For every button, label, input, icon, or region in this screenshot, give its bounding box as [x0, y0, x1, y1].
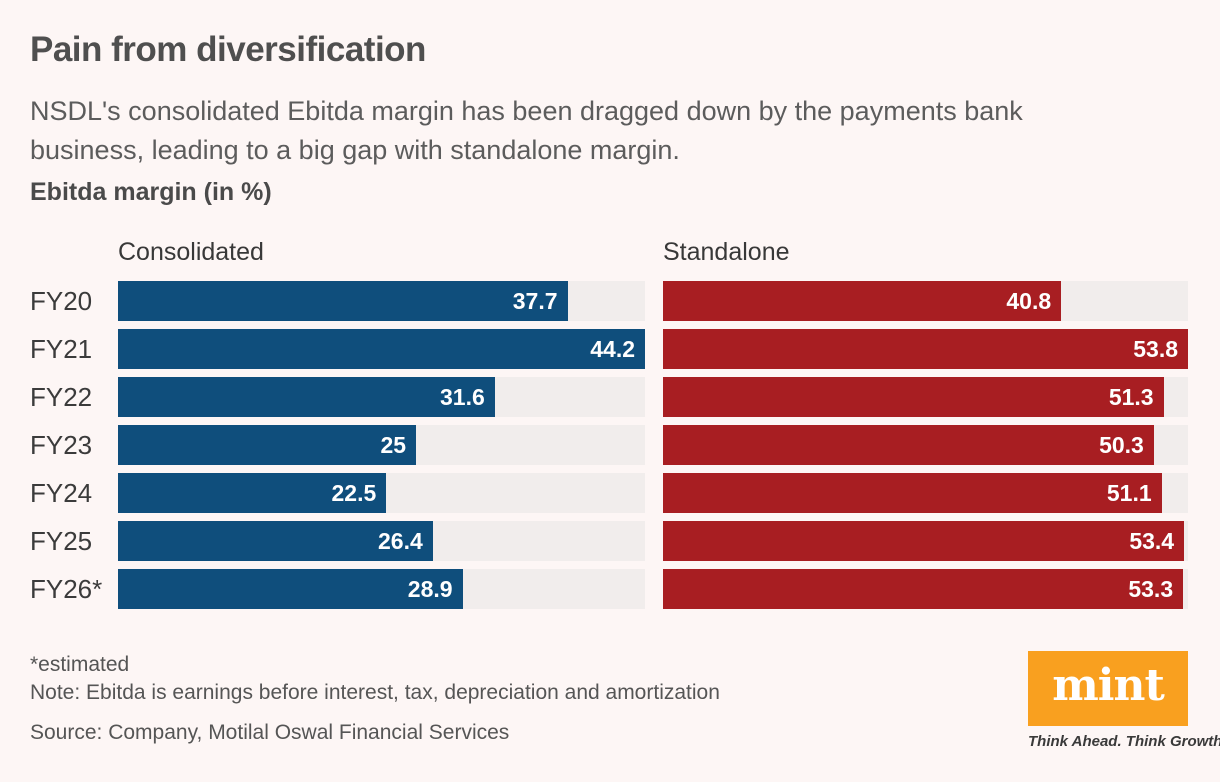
bar-track: 51.1: [663, 473, 1188, 513]
bar-track: 22.5: [118, 473, 645, 513]
bar-value-label: 51.1: [1106, 479, 1152, 506]
bar-track: 53.4: [663, 521, 1188, 561]
page-subtitle: NSDL's consolidated Ebitda margin has be…: [30, 92, 1188, 170]
bar-standalone: 53.8: [663, 329, 1188, 369]
category-label: FY22: [30, 382, 93, 412]
chart-row: FY26* 28.9 53.3: [30, 569, 1188, 609]
chart-row: FY21 44.2 53.8: [30, 329, 1188, 369]
bar-value-label: 40.8: [1006, 287, 1052, 314]
bar-track: 53.8: [663, 329, 1188, 369]
bar-value-label: 44.2: [590, 335, 635, 362]
category-label: FY21: [30, 334, 93, 364]
bar-standalone: 40.8: [663, 281, 1062, 321]
bar-consolidated: 28.9: [118, 569, 463, 609]
bar-value-label: 22.5: [331, 479, 377, 506]
chart-row: FY20 37.7 40.8: [30, 281, 1188, 321]
chart-row: FY23 25 50.3: [30, 425, 1188, 465]
bar-standalone: 53.4: [663, 521, 1185, 561]
chart-metric-label: Ebitda margin (in %): [30, 178, 272, 206]
bar-value-label: 50.3: [1099, 431, 1144, 458]
bar-consolidated: 37.7: [118, 281, 568, 321]
bar-value-label: 53.8: [1133, 335, 1178, 362]
bar-track: 44.2: [118, 329, 645, 369]
bar-value-label: 53.3: [1128, 575, 1174, 602]
bar-chart: Consolidated Standalone FY20 37.7 40.8 FY21…: [30, 239, 1188, 609]
bar-track: 28.9: [118, 569, 645, 609]
bar-consolidated: 31.6: [118, 377, 495, 417]
bar-value-label: 28.9: [407, 575, 453, 602]
header-spacer: [30, 239, 100, 265]
chart-rows: FY20 37.7 40.8 FY21 44.2 53.8 FY22 31.6 51.3 FY23…: [30, 281, 1188, 609]
series-header-standalone: Standalone: [663, 238, 790, 266]
bar-value-label: 53.4: [1129, 527, 1175, 554]
mint-logo-box: mint: [1028, 651, 1188, 726]
bar-track: 26.4: [118, 521, 645, 561]
brand-tagline: Think Ahead. Think Growth.: [1028, 733, 1220, 750]
bar-track: 37.7: [118, 281, 645, 321]
bar-value-label: 51.3: [1108, 383, 1154, 410]
bar-track: 53.3: [663, 569, 1188, 609]
ebitda-note: Note: Ebitda is earnings before interest…: [30, 681, 720, 704]
chart-row: FY24 22.5 51.1: [30, 473, 1188, 513]
mint-logo: mint: [1052, 659, 1165, 711]
bar-track: 51.3: [663, 377, 1188, 417]
bar-standalone: 51.1: [663, 473, 1162, 513]
brand-block: mint Think Ahead. Think Growth.: [1028, 651, 1220, 750]
bar-value-label: 26.4: [378, 527, 423, 554]
bar-consolidated: 26.4: [118, 521, 433, 561]
bar-track: 50.3: [663, 425, 1188, 465]
subtitle-line-2: business, leading to a big gap with stan…: [30, 135, 680, 165]
bar-track: 25: [118, 425, 645, 465]
bar-value-label: 37.7: [512, 287, 558, 314]
bar-standalone: 50.3: [663, 425, 1154, 465]
bar-value-label: 31.6: [440, 383, 485, 410]
page-title: Pain from diversification: [30, 30, 426, 69]
bar-standalone: 51.3: [663, 377, 1164, 417]
source-note: Source: Company, Motilal Oswal Financial…: [30, 721, 510, 744]
chart-column-headers: Consolidated Standalone: [30, 239, 1188, 265]
series-header-consolidated: Consolidated: [118, 238, 264, 266]
bar-standalone: 53.3: [663, 569, 1184, 609]
bar-value-label: 25: [380, 431, 407, 458]
chart-row: FY22 31.6 51.3: [30, 377, 1188, 417]
category-label: FY24: [30, 478, 93, 508]
bar-consolidated: 44.2: [118, 329, 645, 369]
category-label: FY26*: [30, 574, 103, 604]
chart-row: FY25 26.4 53.4: [30, 521, 1188, 561]
footer: *estimated Note: Ebitda is earnings befo…: [30, 651, 1220, 750]
bar-track: 31.6: [118, 377, 645, 417]
subtitle-line-1: NSDL's consolidated Ebitda margin has be…: [30, 96, 1023, 126]
bar-consolidated: 22.5: [118, 473, 387, 513]
estimated-note: *estimated: [30, 653, 130, 676]
category-label: FY20: [30, 286, 93, 316]
footer-notes: *estimated Note: Ebitda is earnings befo…: [30, 651, 720, 747]
category-label: FY25: [30, 526, 93, 556]
bar-track: 40.8: [663, 281, 1188, 321]
bar-consolidated: 25: [118, 425, 417, 465]
category-label: FY23: [30, 430, 93, 460]
